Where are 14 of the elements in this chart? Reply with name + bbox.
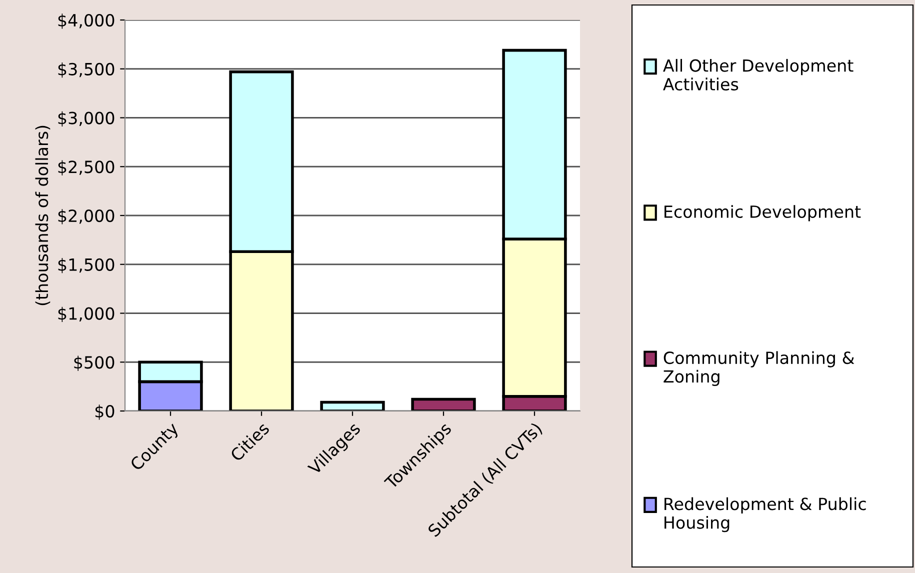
y-tick-label: $0 bbox=[95, 404, 114, 420]
y-tick-label: $3,500 bbox=[58, 62, 114, 78]
y-tick-label: $4,000 bbox=[58, 14, 114, 29]
legend-label: All Other Development Activities bbox=[663, 58, 854, 91]
y-tick-label: $1,500 bbox=[58, 258, 114, 274]
y-tick-label: $1,000 bbox=[58, 306, 114, 322]
legend-label: Community Planning & Zoning bbox=[664, 351, 854, 386]
y-tick-label: $2,500 bbox=[58, 160, 114, 176]
legend-label: Economic Development bbox=[664, 205, 861, 222]
y-tick-label: $3,000 bbox=[58, 111, 114, 127]
legend-label: Redevelopment & Public Housing bbox=[664, 497, 866, 532]
y-tick-label: $500 bbox=[74, 356, 114, 371]
y-tick-label: $2,000 bbox=[58, 209, 114, 224]
y-axis-title: (thousands of dollars) bbox=[35, 126, 50, 306]
